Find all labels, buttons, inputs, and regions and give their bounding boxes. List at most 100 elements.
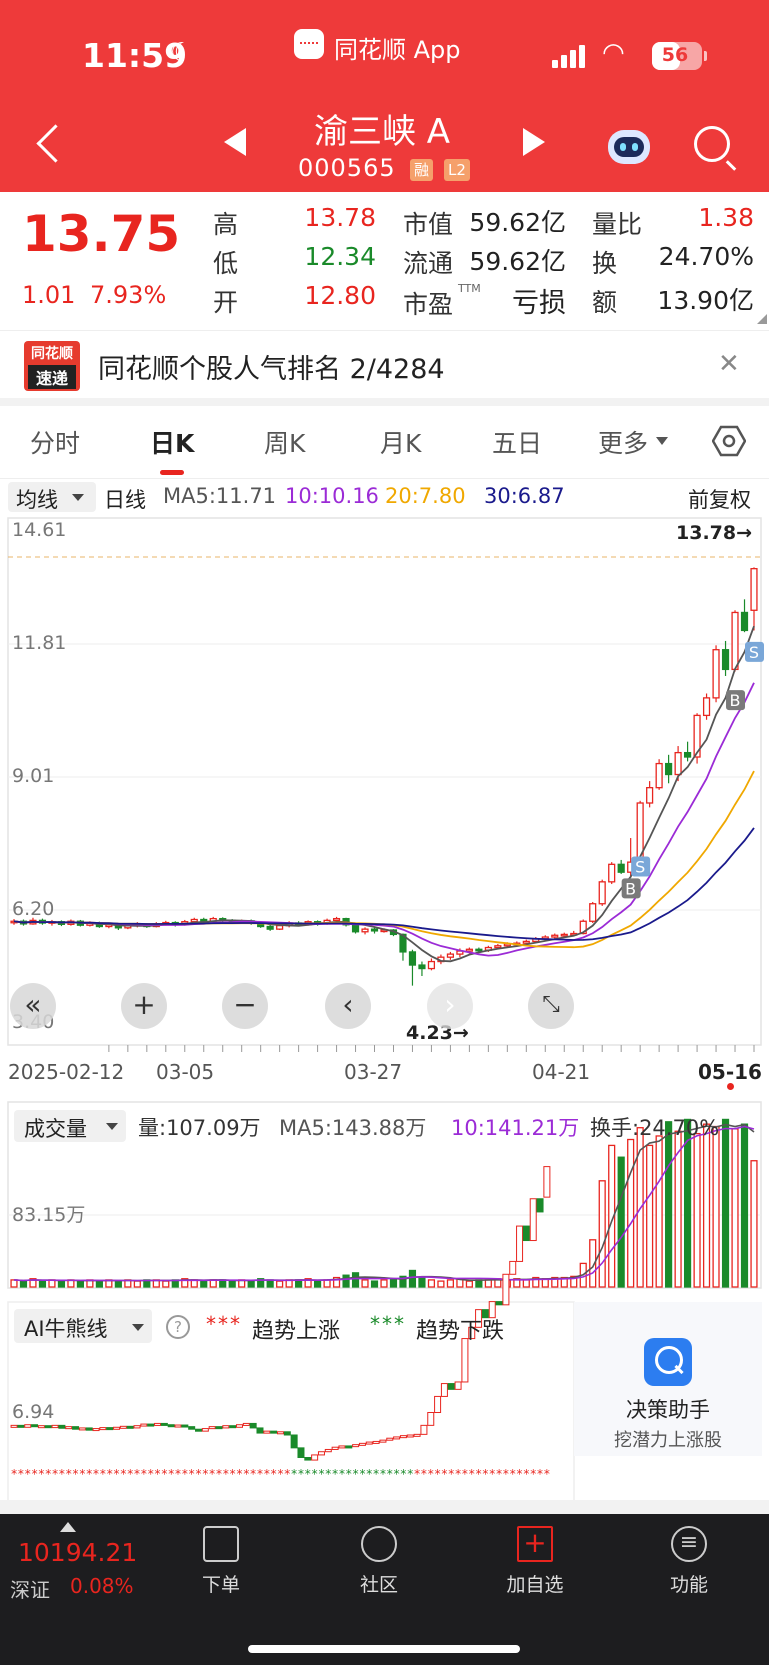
assistant-subtitle: 挖潜力上涨股 <box>614 1430 722 1451</box>
ai-candle <box>317 1451 325 1456</box>
volume-ma5-line <box>13 1123 755 1282</box>
candle-body <box>437 956 445 963</box>
candle-body <box>228 919 236 923</box>
candle-body <box>323 919 331 925</box>
scroll-left-button[interactable]: ‹ <box>325 983 371 1029</box>
volume-bar <box>465 1280 473 1288</box>
ai-trend-dot: * <box>257 1467 263 1481</box>
prev-stock-button[interactable] <box>224 128 246 156</box>
ai-trend-dot: * <box>127 1467 133 1481</box>
ai-candle <box>78 1427 86 1431</box>
community-button[interactable]: 社区 <box>329 1514 429 1614</box>
stock-code: 000565 <box>298 154 396 182</box>
ai-candle <box>263 1430 271 1434</box>
index-name: 深证 <box>10 1578 50 1602</box>
x-axis-date: 2025-02-12 <box>8 1060 125 1084</box>
ai-candle <box>133 1425 141 1429</box>
settings-hexagon-icon[interactable] <box>712 424 746 458</box>
ai-indicator-select[interactable]: AI牛熊线 <box>14 1309 152 1343</box>
ai-trend-dot: * <box>52 1467 58 1481</box>
signal-label: B <box>625 879 636 898</box>
assistant-title: 决策助手 <box>626 1398 710 1422</box>
collapse-left-icon[interactable]: « <box>10 983 56 1029</box>
volume-axis-label: 83.15万 <box>12 1204 86 1226</box>
low-value: 12.34 <box>304 242 376 271</box>
ai-candle <box>147 1423 155 1427</box>
volume-ma10: 10:141.21万 <box>451 1116 580 1140</box>
scroll-right-button[interactable]: › <box>427 983 473 1029</box>
volume-bar <box>323 1279 331 1288</box>
candle-body <box>702 697 711 717</box>
ai-trend-dot: * <box>530 1467 536 1481</box>
candle-body <box>456 950 464 955</box>
candle-body <box>541 936 549 940</box>
search-icon[interactable] <box>694 126 730 162</box>
ai-trend-dot: * <box>230 1467 236 1481</box>
ai-trend-dot: * <box>407 1467 413 1481</box>
ai-trend-dot: * <box>380 1467 386 1481</box>
volume-bar <box>437 1280 445 1288</box>
ai-candle <box>399 1435 407 1439</box>
banner-text: 同花顺个股人气排名 2/4284 <box>98 354 445 385</box>
ai-candle <box>324 1448 332 1453</box>
back-button[interactable] <box>30 118 70 174</box>
robot-assistant-icon[interactable] <box>604 124 654 166</box>
popularity-banner[interactable]: 同花顺 速递 同花顺个股人气排名 2/4284 ✕ <box>0 330 769 398</box>
ai-trend-dot: * <box>243 1467 249 1481</box>
ai-candle <box>509 1260 517 1275</box>
functions-button[interactable]: ≡ 功能 <box>639 1514 739 1614</box>
ai-candle <box>17 1424 25 1428</box>
ai-candle <box>358 1442 366 1446</box>
ai-trend-dot: * <box>503 1467 509 1481</box>
add-watchlist-button[interactable]: + 加自选 <box>506 1526 564 1596</box>
ai-trend-dot: * <box>284 1467 290 1481</box>
volume-bar <box>380 1279 388 1288</box>
fullscreen-button[interactable]: ⤡ <box>528 983 574 1029</box>
ai-trend-dot: * <box>223 1467 229 1481</box>
volume-bar <box>162 1280 170 1288</box>
volume-bar <box>10 1279 18 1288</box>
candle-body <box>465 948 473 952</box>
ai-trend-dot: * <box>469 1467 475 1481</box>
ai-candle <box>215 1426 223 1430</box>
ai-trend-dot: * <box>298 1467 304 1481</box>
volume-bar <box>598 1180 606 1288</box>
tab-weekly-k[interactable]: 周K <box>264 429 306 458</box>
tab-more[interactable]: 更多 <box>598 429 649 458</box>
candle-body <box>655 762 663 789</box>
volume-bar <box>579 1262 587 1288</box>
volume-bar <box>570 1275 578 1288</box>
zoom-in-button[interactable]: + <box>121 983 167 1029</box>
decision-assistant-card[interactable]: 决策助手 挖潜力上涨股 <box>574 1302 762 1456</box>
candle-body <box>219 917 227 922</box>
candle-body <box>627 861 635 873</box>
x-axis-date: 03-05 <box>156 1060 215 1084</box>
order-button[interactable]: 下单 <box>171 1514 271 1614</box>
expand-corner-icon[interactable] <box>757 314 767 324</box>
next-stock-button[interactable] <box>523 128 545 156</box>
index-value[interactable]: 10194.21 <box>18 1538 138 1567</box>
candle-body <box>503 943 511 947</box>
ma10-value: 10:10.16 <box>285 484 379 508</box>
close-icon[interactable]: ✕ <box>718 349 740 379</box>
chevron-down-icon <box>72 494 84 501</box>
volume-bar <box>351 1272 360 1288</box>
indicator-select[interactable]: 均线 <box>8 482 96 512</box>
price-change: 1.01 <box>22 281 76 309</box>
tab-five-day[interactable]: 五日 <box>492 429 543 458</box>
zoom-out-button[interactable]: − <box>222 983 268 1029</box>
volume-ma10-line <box>13 1125 755 1282</box>
ai-candle <box>72 1426 80 1430</box>
ai-trend-dot: * <box>414 1467 420 1481</box>
tab-monthly-k[interactable]: 月K <box>380 429 422 458</box>
tab-intraday[interactable]: 分时 <box>30 429 81 458</box>
candle-body <box>67 920 75 925</box>
adjust-mode[interactable]: 前复权 <box>688 488 751 512</box>
help-icon[interactable]: ? <box>166 1315 190 1339</box>
candle-body <box>19 920 28 925</box>
candle-body <box>351 924 360 933</box>
ai-candle <box>113 1426 121 1430</box>
candle-body <box>674 751 682 776</box>
volume-bar <box>475 1279 483 1288</box>
tab-daily-k[interactable]: 日K <box>150 429 195 458</box>
